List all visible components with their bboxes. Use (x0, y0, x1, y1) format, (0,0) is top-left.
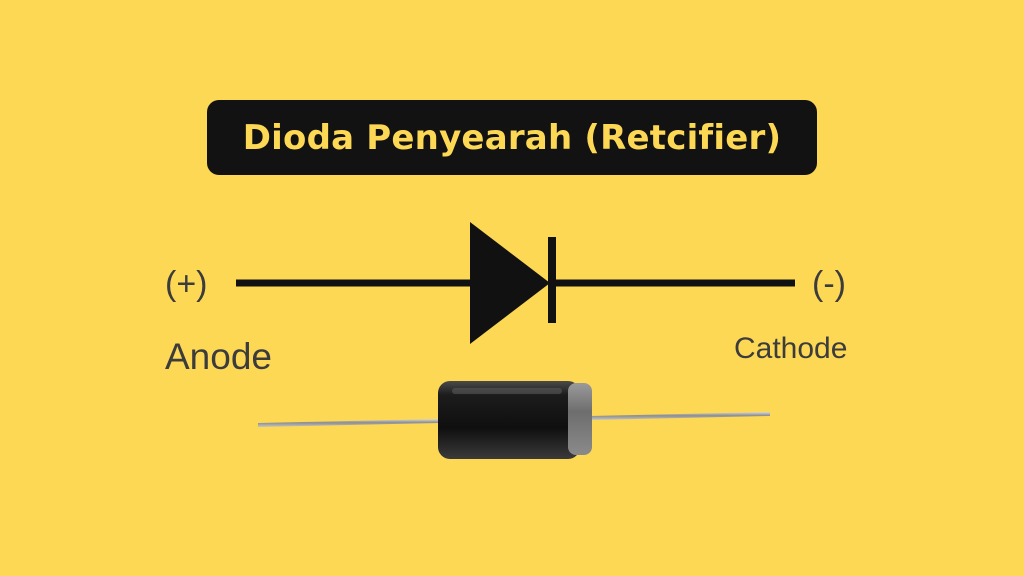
diode-triangle (470, 222, 550, 344)
right-lead (590, 412, 770, 420)
anode-polarity-label: (+) (165, 265, 208, 303)
cathode-polarity-label: (-) (812, 265, 846, 303)
anode-label: Anode (165, 336, 272, 377)
page-title: Dioda Penyearah (Retcifier) (242, 117, 782, 158)
cathode-band (568, 383, 592, 455)
diode-component (258, 381, 770, 459)
body-highlight (452, 388, 562, 394)
cathode-label: Cathode (734, 332, 848, 365)
diode-symbol (236, 222, 795, 344)
title-banner: Dioda Penyearah (Retcifier) (207, 100, 817, 175)
left-lead (258, 419, 440, 427)
diode-body (438, 381, 580, 459)
